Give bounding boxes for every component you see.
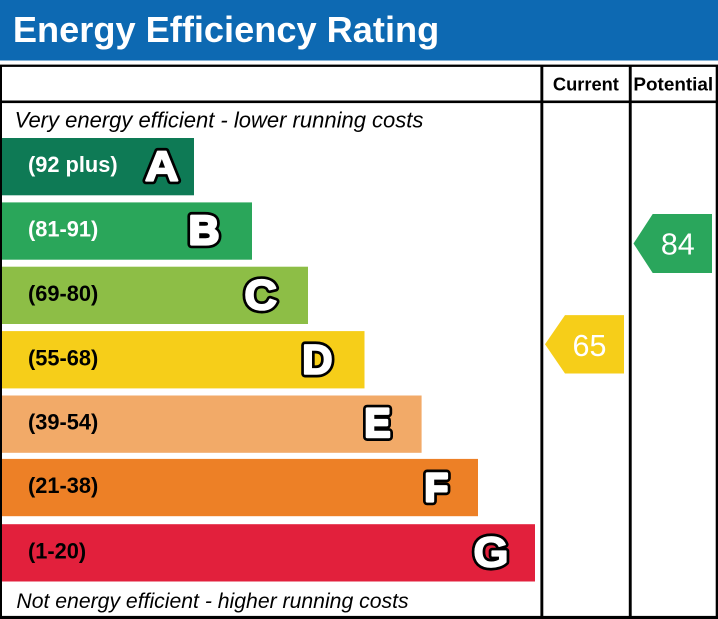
svg-text:(1-20): (1-20) [28,538,86,563]
svg-text:(69-80): (69-80) [28,281,98,306]
svg-text:(21-38): (21-38) [28,473,98,498]
svg-text:(92 plus): (92 plus) [28,152,118,177]
svg-text:(55-68): (55-68) [28,345,98,370]
svg-text:(39-54): (39-54) [28,410,98,435]
svg-text:Potential: Potential [633,74,713,95]
svg-text:65: 65 [573,329,607,363]
svg-text:(81-91): (81-91) [28,217,98,242]
svg-text:Current: Current [553,73,619,94]
svg-text:Energy Efficiency Rating: Energy Efficiency Rating [13,9,439,50]
svg-text:84: 84 [661,228,695,262]
svg-text:Not energy efficient - higher: Not energy efficient - higher running co… [16,590,409,613]
svg-text:Very energy efficient - lower: Very energy efficient - lower running co… [15,108,424,133]
